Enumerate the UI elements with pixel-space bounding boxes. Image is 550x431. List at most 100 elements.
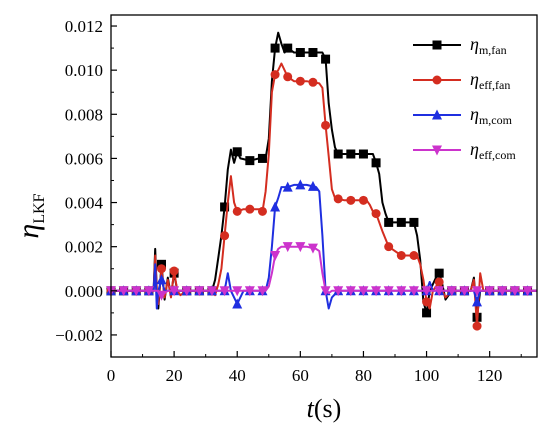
legend-label-subscript: eff,com	[479, 148, 516, 162]
series-m-fan-marker	[283, 43, 293, 53]
y-tick-label: 0.010	[65, 61, 103, 80]
legend-label-main: η	[470, 104, 479, 124]
series-m-fan-marker	[358, 149, 368, 159]
series-eff-com-marker	[156, 290, 167, 301]
series-eff-com-marker	[408, 286, 419, 297]
series-eff-com-marker	[295, 242, 306, 253]
series-eff-com-marker	[472, 286, 483, 297]
x-tick-label: 120	[477, 366, 503, 385]
series-eff-com-marker	[257, 286, 268, 297]
series-eff-fan-marker	[371, 209, 381, 219]
legend-swatch-marker	[432, 145, 442, 156]
series-m-fan-marker	[257, 153, 267, 163]
series-eff-fan-marker	[295, 76, 305, 86]
series-eff-fan-marker	[283, 72, 293, 82]
series-eff-com-marker	[459, 286, 470, 297]
series-m-com-marker	[472, 296, 483, 307]
series-m-fan-marker	[384, 217, 394, 227]
legend-entry-eff-com: ηeff,com	[413, 139, 516, 162]
legend-label-subscript: m,com	[479, 113, 513, 127]
y-tick-label: 0.000	[65, 282, 103, 301]
series-m-fan-marker	[396, 217, 406, 227]
series-eff-fan-marker	[396, 251, 406, 261]
series-eff-com-marker	[434, 286, 445, 297]
series-eff-com-marker	[181, 286, 192, 297]
x-axis-title-unit: (s)	[314, 394, 341, 423]
x-tick-label: 0	[107, 366, 116, 385]
x-axis-title-symbol: t	[307, 394, 315, 423]
legend-label: ηeff,fan	[470, 69, 510, 92]
series-eff-com-marker	[194, 286, 205, 297]
series-eff-com-marker	[270, 251, 281, 262]
series-eff-fan-marker	[358, 195, 368, 205]
series-eff-com-marker	[396, 286, 407, 297]
series-eff-com-marker	[446, 286, 457, 297]
legend-label-subscript: eff,fan	[479, 78, 510, 92]
series-eff-com-marker	[383, 286, 394, 297]
series-m-fan-marker	[371, 158, 381, 168]
series-eff-fan-marker	[220, 231, 230, 241]
series-m-com-marker	[156, 274, 167, 285]
x-tick-label: 40	[229, 366, 246, 385]
series-eff-com-marker	[282, 242, 293, 253]
series-m-fan-marker	[220, 202, 230, 212]
series-m-fan-marker	[346, 149, 356, 159]
series-m-com-marker	[307, 180, 318, 191]
series-eff-com-marker	[345, 286, 356, 297]
series-eff-fan-marker	[156, 264, 166, 274]
series-eff-fan-marker	[308, 77, 318, 87]
y-tick-label: 0.012	[65, 17, 103, 36]
series-eff-com-marker	[131, 286, 142, 297]
series-eff-fan-marker	[422, 297, 432, 307]
y-tick-label: 0.006	[65, 149, 103, 168]
series-eff-com-marker	[232, 286, 243, 297]
series-eff-fan-marker	[270, 70, 280, 80]
series-m-com-marker	[282, 181, 293, 192]
legend-label: ηm,com	[470, 104, 513, 127]
legend-label-subscript: m,fan	[479, 43, 507, 57]
series-m-com-marker	[270, 201, 281, 212]
series-eff-fan-marker	[333, 194, 343, 204]
series-eff-com-marker	[118, 286, 129, 297]
plot-frame	[110, 14, 538, 358]
series-eff-com-marker	[169, 286, 180, 297]
x-tick-label: 20	[166, 366, 183, 385]
legend-entry-eff-fan: ηeff,fan	[413, 69, 510, 92]
y-tick-label: 0.002	[65, 238, 103, 257]
series-eff-fan-marker	[409, 251, 419, 261]
series-eff-com-marker	[143, 286, 154, 297]
series-eff-com-marker	[206, 286, 217, 297]
series-m-fan-marker	[270, 43, 280, 53]
legend-label-main: η	[470, 34, 479, 54]
series-m-com-marker	[232, 298, 243, 309]
series-m-com-marker	[295, 179, 306, 190]
y-axis-title-subscript: LKF	[31, 193, 48, 223]
series-eff-fan-marker	[346, 195, 356, 205]
series-eff-com	[106, 242, 537, 301]
legend-entry-m-com: ηm,com	[413, 104, 513, 127]
series-m-fan-marker	[308, 48, 318, 58]
series-layer	[106, 31, 537, 331]
series-eff-com-marker	[421, 286, 432, 297]
legend-swatch-marker	[432, 75, 442, 85]
y-tick-label: 0.004	[65, 194, 104, 213]
series-eff-fan-marker	[257, 206, 267, 216]
series-eff-fan-marker	[472, 321, 482, 331]
series-eff-com-marker	[484, 286, 495, 297]
series-m-fan-marker	[232, 147, 242, 157]
series-m-fan-marker	[333, 149, 343, 159]
legend-label-main: η	[470, 69, 479, 89]
x-axis-title: t(s)	[307, 394, 342, 423]
axis-layer: 0 20 40 60 80 100 120 −0.002 0.000 0.002 0.004 0.00…	[55, 17, 522, 385]
series-eff-fan-marker	[321, 120, 331, 130]
series-m-fan-marker	[321, 54, 331, 64]
y-axis-title-symbol: η	[12, 224, 45, 239]
series-m-fan-marker	[245, 156, 255, 166]
x-tick-label: 80	[355, 366, 372, 385]
series-eff-fan-marker	[169, 266, 179, 276]
series-eff-fan-marker	[434, 277, 444, 287]
y-tick-label: 0.008	[65, 105, 103, 124]
series-eff-com-marker	[358, 286, 369, 297]
